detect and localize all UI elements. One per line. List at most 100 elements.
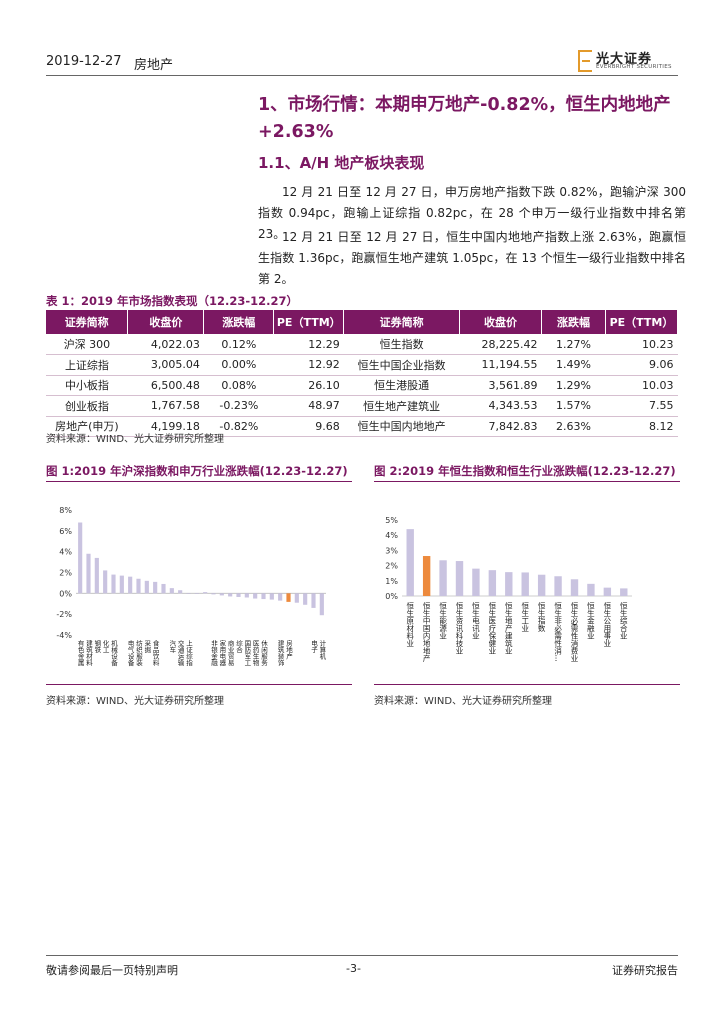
table-cell: -0.82%: [203, 416, 274, 437]
bar: [319, 593, 324, 616]
category-label: 恒生医疗保健业: [488, 601, 497, 655]
bar: [128, 576, 133, 594]
table-cell: 26.10: [273, 375, 344, 396]
col-header: 涨跌幅: [203, 310, 275, 334]
bar: [169, 588, 174, 594]
table-cell: 1.49%: [541, 354, 606, 376]
table-row: 沪深 300 4,022.03 0.12% 12.29 恒生指数 28,225.42 1.2…: [46, 334, 678, 355]
table-cell: 3,005.04: [127, 354, 204, 376]
y-tick-label: 3%: [385, 546, 398, 555]
category-label: 采掘: [143, 639, 151, 655]
report-sector: 房地产: [134, 58, 174, 73]
bar: [537, 574, 546, 596]
table-cell: 0.00%: [203, 354, 274, 376]
category-label: 有色金属: [76, 639, 84, 668]
bar: [587, 583, 595, 596]
y-tick-label: -4%: [56, 631, 72, 640]
figure2-source: 资料来源：WIND、光大证券研究所整理: [374, 696, 553, 707]
table-header-row: 证券简称 收盘价 涨跌幅 PE（TTM） 证券简称 收盘价 涨跌幅 PE（TTM…: [46, 310, 679, 334]
table-cell: 中小板指: [46, 375, 128, 396]
y-tick-label: -2%: [56, 610, 72, 619]
category-label: 商业贸易: [226, 639, 234, 668]
y-tick-label: 2%: [59, 569, 72, 578]
figure2-title: 图 2:2019 年恒生指数和恒生行业涨跌幅(12.23-12.27): [374, 464, 676, 478]
table-cell: 恒生地产建筑业: [343, 395, 460, 417]
bar: [211, 593, 216, 595]
bar: [194, 593, 199, 594]
table-cell: 4,199.18: [127, 416, 204, 437]
table-cell: 7,842.83: [459, 416, 542, 437]
bar: [488, 570, 497, 596]
table-cell: 6,500.48: [127, 375, 204, 396]
bar: [236, 593, 241, 597]
category-label: 交通运输: [176, 639, 184, 668]
table-title: 表 1：2019 年市场指数表现（12.23-12.27）: [46, 294, 299, 308]
figure1-bar-chart: 8% 6% 4% 2% 0% -2% -4% 有色金属 建筑材料 钢铁 化工 机械设备 电气设备 纺织服装…: [56, 506, 326, 668]
y-tick-label: 4%: [59, 548, 72, 557]
table-cell: 8.12: [605, 416, 678, 437]
category-label: 国防军工: [243, 640, 251, 667]
paragraph-hs-index: 12 月 21 日至 12 月 27 日，恒生中国内地地产指数上涨 2.63%，…: [258, 230, 686, 286]
subsection-heading: 1.1、A/H 地产板块表现: [258, 154, 425, 172]
category-label: 恒生综合业: [619, 601, 628, 640]
bar: [406, 529, 414, 596]
y-tick-label: 6%: [59, 527, 72, 536]
y-tick-label: 4%: [385, 531, 398, 540]
bar: [94, 557, 99, 594]
table-cell: 9.68: [273, 416, 344, 437]
col-header: PE（TTM）: [605, 310, 679, 334]
bar: [269, 593, 274, 600]
category-label: 上证综指: [185, 639, 193, 668]
category-label: 恒生金融业: [586, 601, 595, 640]
logo-mark-icon: [578, 50, 592, 72]
bar: [439, 560, 447, 596]
bar: [311, 593, 316, 608]
category-label: 恒生地产建筑业: [504, 601, 513, 655]
category-label: 综合: [235, 639, 243, 655]
table-row: 上证综指 3,005.04 0.00% 12.92 恒生中国企业指数 11,194.55 1…: [46, 354, 678, 376]
table-cell: 1.29%: [541, 375, 606, 396]
y-tick-label: 1%: [385, 577, 398, 586]
broker-logo: 光大证券 EVERBRIGHT SECURITIES: [578, 48, 678, 74]
table-cell: -0.23%: [203, 395, 274, 417]
category-label: 休闲服务: [260, 639, 268, 668]
table-cell: 12.29: [273, 334, 344, 355]
category-label: 机械设备: [110, 639, 118, 668]
bar: [521, 572, 529, 596]
col-header: 收盘价: [459, 310, 543, 334]
category-label: 恒生原材料业: [405, 601, 414, 648]
bar: [253, 593, 258, 599]
bar: [422, 556, 431, 596]
bar: [144, 580, 149, 594]
bar: [153, 581, 158, 594]
category-label: 电气设备: [126, 639, 134, 668]
col-header: 证券简称: [343, 310, 461, 334]
report-type: 证券研究报告: [612, 964, 678, 977]
section-heading: 1、市场行情：本期申万地产-0.82%，恒生内地地产+2.63%: [258, 95, 671, 142]
bar: [294, 593, 299, 603]
report-date: 2019-12-27: [46, 54, 122, 69]
category-label: 计算机: [318, 639, 326, 661]
y-tick-label: 0%: [59, 589, 72, 598]
table-cell: 10.03: [605, 375, 678, 396]
category-label: 恒生必需性消费业: [570, 601, 579, 663]
page-footer: 敬请参阅最后一页特别声明 -3- 证券研究报告: [46, 955, 678, 977]
bar: [472, 568, 480, 596]
logo-name: 光大证券: [596, 52, 653, 67]
table-cell: 11,194.55: [459, 354, 542, 376]
category-label: 恒生工业: [520, 601, 529, 633]
category-label: 房地产: [285, 639, 293, 661]
category-label: 化工: [101, 639, 109, 654]
figure1-source: 资料来源：WIND、光大证券研究所整理: [46, 696, 225, 707]
table-cell: 恒生中国企业指数: [343, 354, 460, 376]
bar: [86, 553, 91, 594]
table-cell: 4,343.53: [459, 395, 542, 417]
category-label: 恒生中国内地地产: [422, 601, 431, 664]
disclaimer-note: 敬请参阅最后一页特别声明: [46, 964, 178, 977]
table-cell: 7.55: [605, 395, 678, 417]
bar: [219, 593, 224, 596]
y-tick-label: 0%: [385, 592, 398, 601]
table-cell: 沪深 300: [46, 334, 128, 355]
paragraph-sw-index: 12 月 21 日至 12 月 27 日，申万房地产指数下跌 0.82%，跑输沪…: [258, 185, 686, 241]
category-label: 非银金融: [210, 639, 218, 668]
